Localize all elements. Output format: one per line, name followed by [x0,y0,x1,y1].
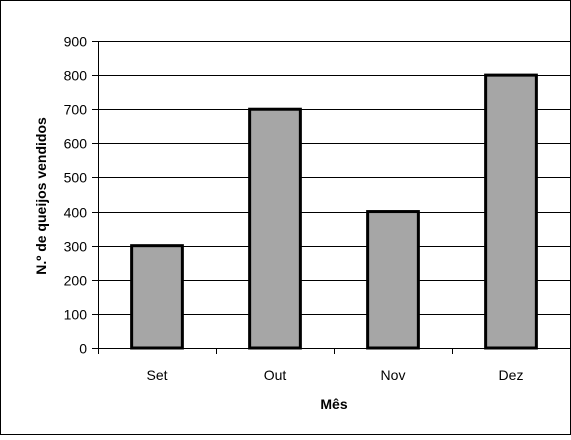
y-axis-title: N.º de queijos vendidos [33,117,49,275]
y-tick-label: 600 [64,136,88,152]
y-tick-label: 800 [64,68,88,84]
bar-dez [484,73,538,350]
y-tick-label: 500 [64,170,88,186]
y-tick-label: 400 [64,205,88,221]
y-tick-label: 200 [64,273,88,289]
x-tick-label: Set [146,367,167,383]
y-tick-label: 300 [64,239,88,255]
x-axis-title: Mês [320,396,347,412]
tick-labels: 0 100 200 300 400 500 600 700 800 900 Set Out Nov Dez [64,34,524,384]
x-tick-label: Dez [499,367,524,383]
bar-out [248,107,302,350]
x-tick-label: Out [264,367,287,383]
bar-nov [366,210,420,350]
y-tick-label: 100 [64,307,88,323]
y-tick-label: 700 [64,102,88,118]
x-tick-label: Nov [381,367,406,383]
y-tick-label: 0 [79,341,87,357]
y-tick-label: 900 [64,34,88,50]
bar-set [130,244,184,350]
